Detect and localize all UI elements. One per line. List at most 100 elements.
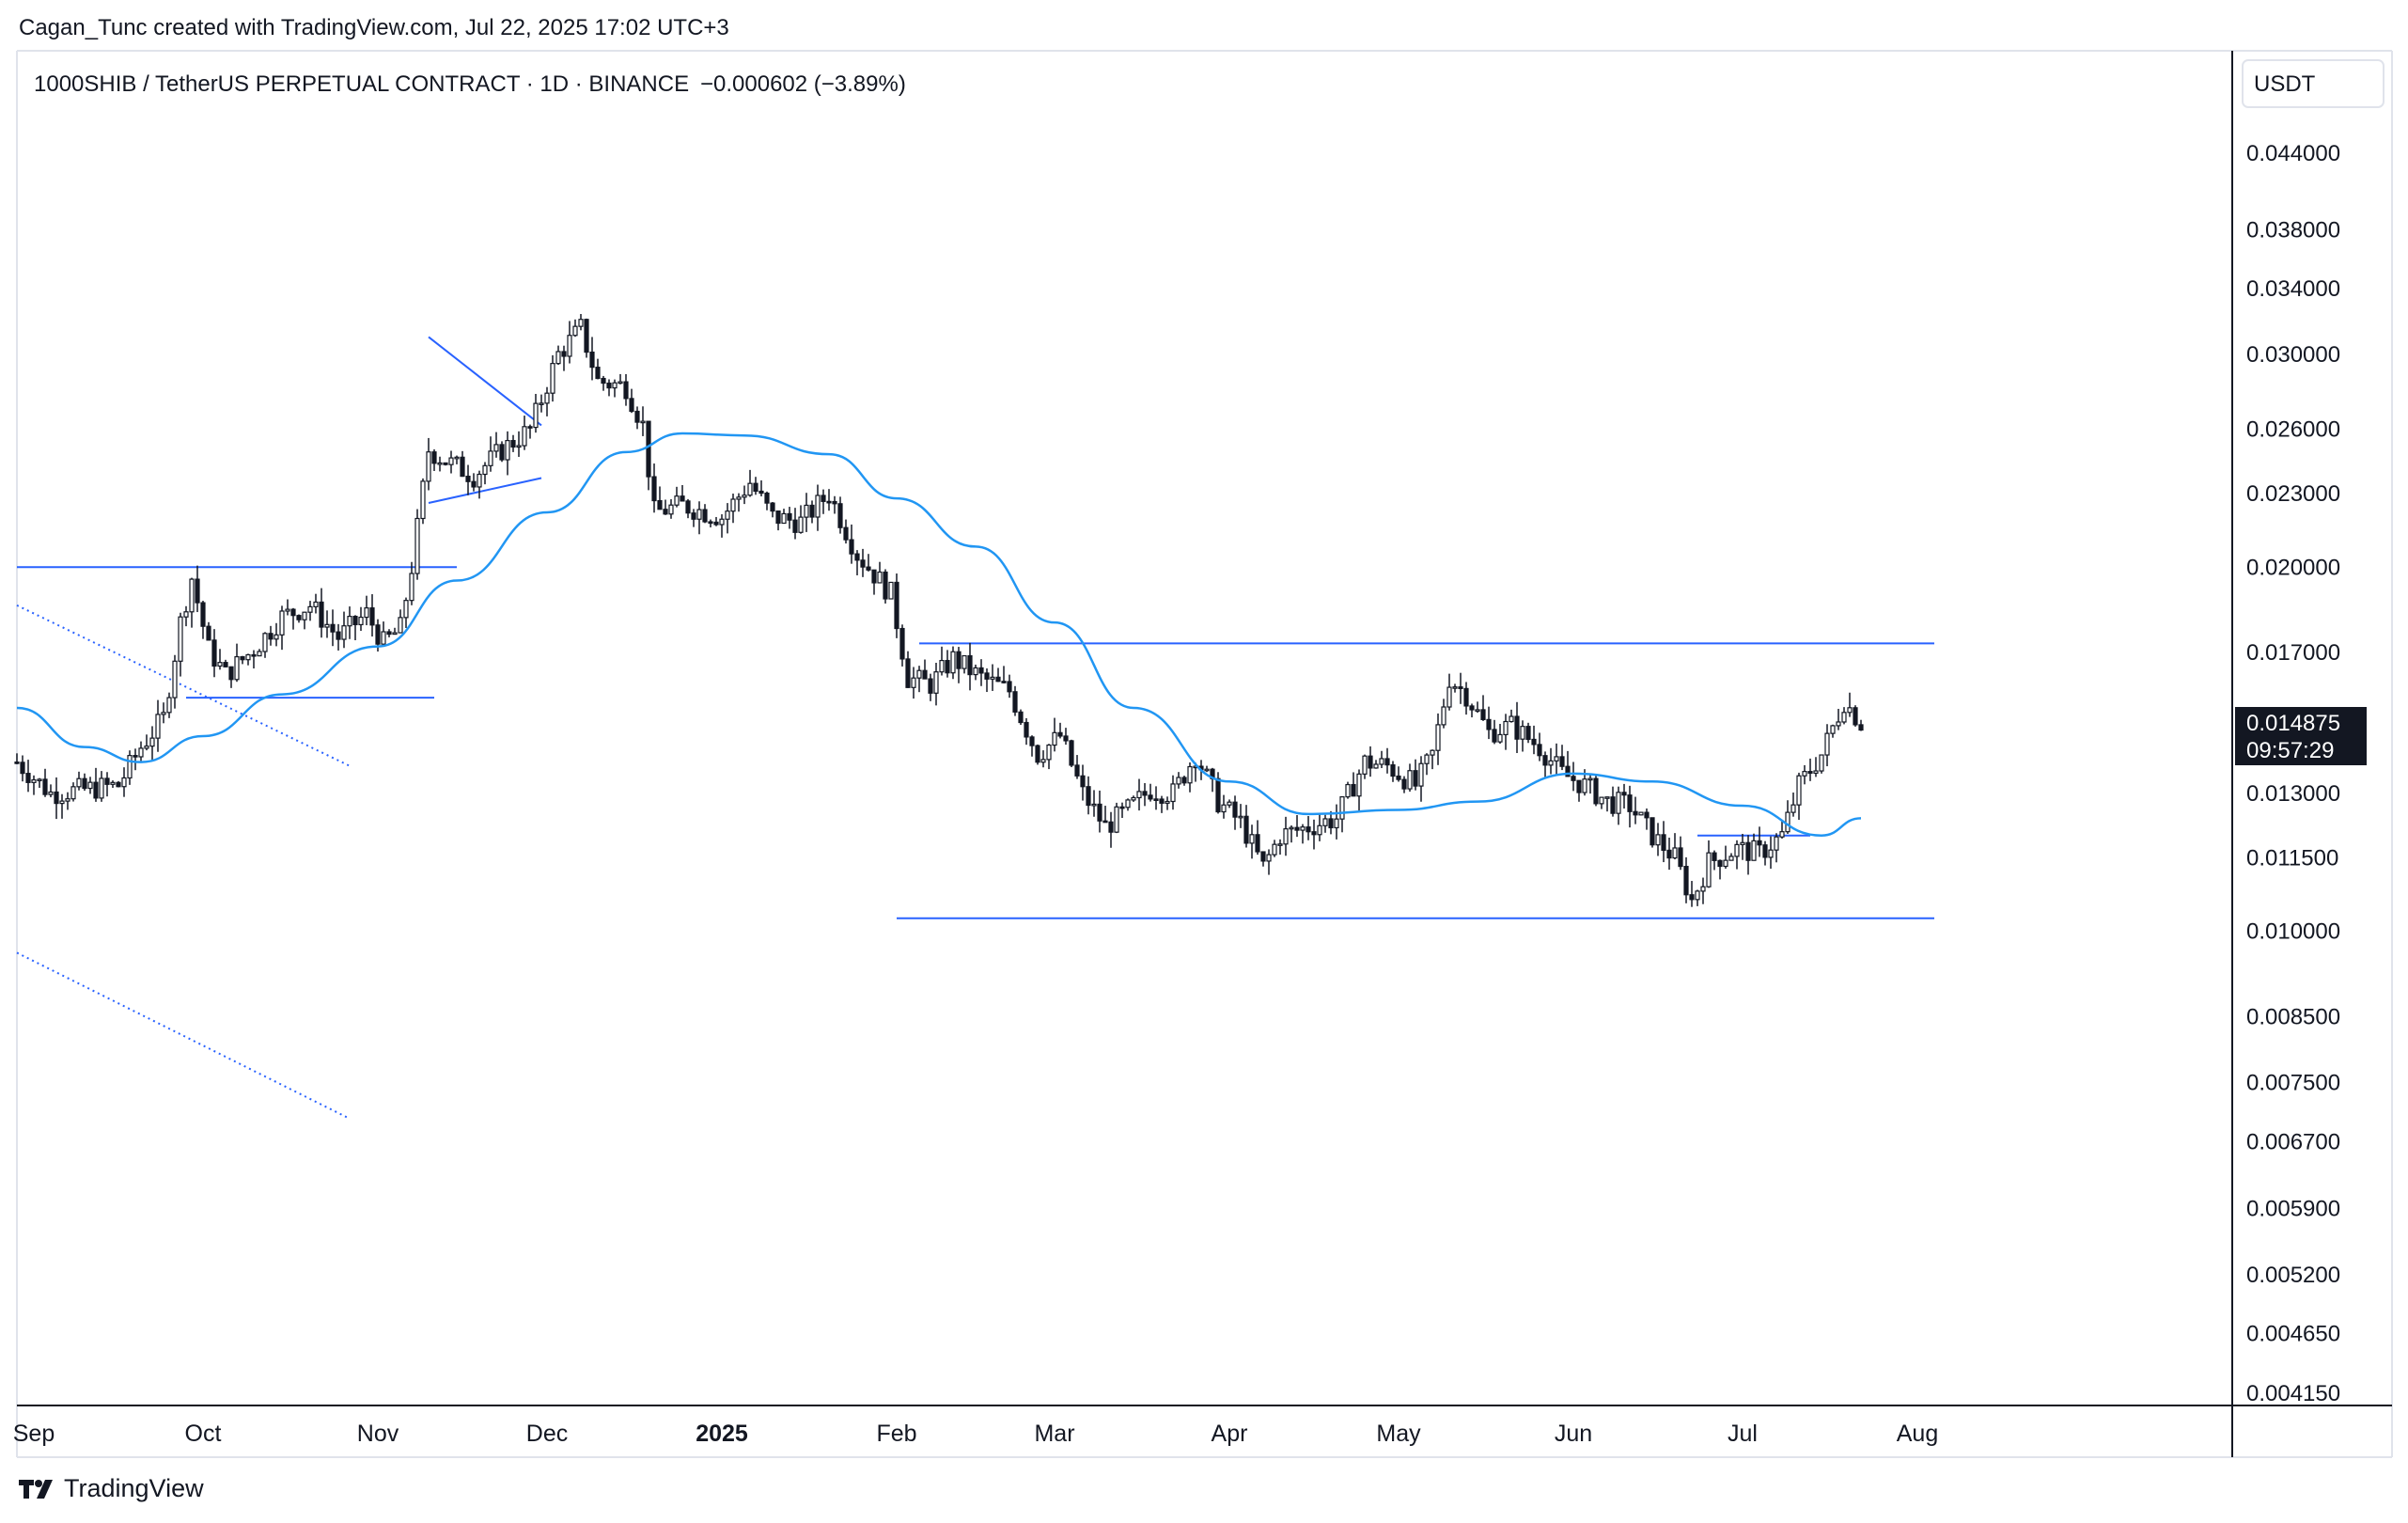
candle-body	[1328, 818, 1334, 829]
candle-body	[149, 737, 155, 747]
price-tick-label: 0.030000	[2246, 342, 2340, 368]
candle-body	[1063, 735, 1069, 742]
candle-body	[809, 504, 815, 518]
candle-body	[166, 697, 172, 714]
time-tick-label: Mar	[1034, 1421, 1074, 1447]
price-tick-label: 0.023000	[2246, 481, 2340, 507]
candle-body	[928, 678, 933, 694]
candle-body	[1356, 773, 1362, 797]
candle-body	[1762, 844, 1768, 858]
candle-body	[742, 495, 747, 498]
price-tick-label: 0.034000	[2246, 276, 2340, 302]
candle-body	[1317, 824, 1322, 836]
candle-body	[257, 651, 262, 657]
time-tick-label: Aug	[1897, 1421, 1938, 1447]
candle-body	[1700, 886, 1706, 892]
candle-body	[1136, 791, 1142, 799]
candle-body	[1768, 849, 1774, 858]
candle-body	[837, 503, 843, 528]
time-tick-label: May	[1376, 1421, 1421, 1447]
candle-body	[127, 755, 133, 779]
candle-body	[1582, 778, 1587, 793]
candle-body	[341, 625, 347, 640]
candle-body	[651, 476, 657, 502]
candle-body	[730, 498, 736, 512]
candle-body	[437, 462, 443, 465]
candle-body	[1018, 711, 1024, 724]
candle-body	[544, 392, 550, 404]
time-tick-label: Oct	[185, 1421, 222, 1447]
candle-body	[87, 781, 93, 790]
candle-body	[533, 402, 539, 429]
candle-body	[510, 440, 516, 448]
candle-body	[713, 521, 719, 526]
candle-body	[1424, 754, 1430, 764]
candle-body	[950, 651, 956, 674]
price-tick-label: 0.007500	[2246, 1070, 2340, 1095]
candle-body	[104, 777, 110, 785]
candle-body	[854, 553, 860, 561]
candle-body	[319, 601, 324, 628]
candle-body	[1074, 764, 1080, 777]
candle-body	[1446, 686, 1452, 708]
candle-body	[189, 578, 195, 613]
candle-body	[691, 512, 696, 520]
time-tick-label: Dec	[526, 1421, 568, 1447]
candle-body	[1712, 852, 1717, 861]
candle-body	[116, 781, 121, 788]
candle-body	[595, 367, 601, 380]
time-tick-label: Apr	[1212, 1421, 1248, 1447]
candle-body	[973, 667, 978, 676]
candle-body	[1243, 815, 1249, 844]
candle-body	[290, 608, 296, 617]
candle-body	[1463, 687, 1469, 707]
candle-body	[1740, 841, 1745, 845]
price-tick-label: 0.004150	[2246, 1381, 2340, 1406]
last-price-label: 0.014875	[2246, 711, 2340, 736]
candle-body	[939, 659, 945, 673]
candle-body	[1435, 724, 1441, 751]
candle-body	[1779, 831, 1785, 838]
candle-body	[369, 607, 375, 626]
candle-body	[1520, 726, 1525, 740]
candle-body	[268, 633, 274, 640]
candle-body	[42, 778, 48, 795]
candle-body	[894, 581, 899, 630]
candle-body	[279, 610, 285, 636]
candle-body	[555, 351, 561, 365]
candle-body	[708, 521, 713, 525]
candle-body	[1052, 731, 1057, 746]
candle-body	[1266, 854, 1272, 862]
candle-body	[414, 517, 420, 574]
candle-body	[200, 602, 206, 627]
candle-body	[1514, 715, 1520, 740]
candle-body	[1480, 709, 1486, 720]
candle-body	[1847, 707, 1853, 714]
candle-body	[1289, 826, 1294, 830]
candle-body	[59, 800, 65, 805]
candle-body	[1734, 843, 1740, 857]
candle-body	[1678, 847, 1683, 868]
candle-body	[1836, 721, 1841, 727]
currency-box[interactable]	[2242, 59, 2385, 108]
candle-body	[358, 616, 364, 626]
candle-body	[1238, 815, 1243, 819]
candle-body	[736, 496, 742, 500]
candle-body	[431, 451, 437, 464]
price-tick-label: 0.005200	[2246, 1263, 2340, 1288]
tradingview-logo[interactable]: TradingView	[19, 1474, 204, 1503]
candle-body	[821, 495, 826, 502]
candle-body	[1486, 718, 1492, 730]
candle-body	[1311, 831, 1317, 836]
candle-body	[962, 654, 967, 669]
candle-body	[1272, 843, 1277, 856]
candle-body	[110, 781, 116, 785]
candle-body	[1638, 811, 1644, 816]
time-tick-label: Nov	[357, 1421, 399, 1447]
candle-body	[618, 381, 623, 385]
candle-body	[826, 500, 832, 504]
candle-body	[302, 611, 307, 620]
price-tick-label: 0.004650	[2246, 1321, 2340, 1346]
candle-body	[1441, 706, 1446, 726]
